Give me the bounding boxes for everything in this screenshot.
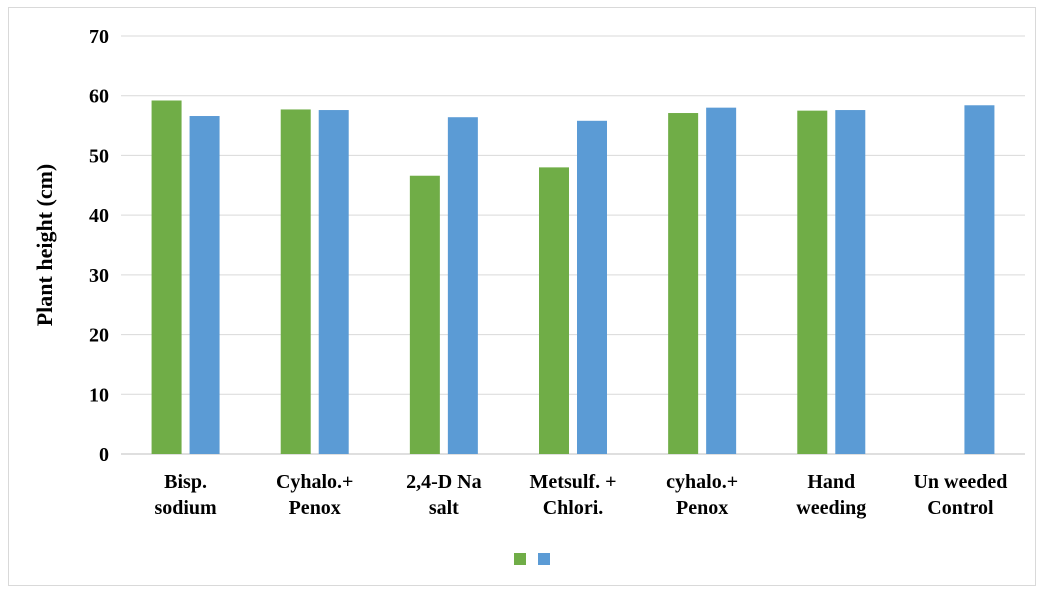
x-tick-label: Penox	[289, 497, 341, 519]
bar-series2-cat1	[189, 116, 220, 454]
x-tick-label: 2,4-D Na	[406, 471, 482, 493]
x-tick-label: Un weeded	[913, 471, 1007, 493]
bar-series1-cat3	[409, 175, 440, 454]
y-tick-label: 50	[89, 145, 109, 167]
y-axis-title: Plant height (cm)	[32, 164, 57, 327]
legend-key-series1	[514, 553, 526, 565]
x-tick-label: salt	[429, 497, 459, 519]
bar-series2-cat5	[706, 107, 737, 455]
bar-series1-cat1	[151, 100, 182, 455]
x-tick-label: weeding	[796, 497, 866, 519]
x-tick-label: Cyhalo.+	[276, 471, 354, 493]
bar-series1-cat4	[539, 167, 569, 454]
y-tick-label: 0	[99, 444, 109, 466]
x-tick-label: Bisp.	[164, 471, 207, 493]
y-tick-label: 30	[89, 265, 109, 287]
x-tick-label: Hand	[807, 471, 855, 493]
y-tick-label: 70	[89, 26, 109, 48]
bar-chart: 0 10 20 30 40 50 60 70 Plant height (cm) Bisp. sod…	[32, 26, 1025, 565]
bar-series2-cat2	[318, 110, 349, 454]
y-tick-label: 60	[89, 86, 109, 108]
y-tick-label: 10	[89, 384, 109, 406]
bar-series1-cat2	[280, 109, 311, 454]
x-tick-label: cyhalo.+	[666, 471, 738, 493]
bar-series1-cat5	[668, 113, 699, 454]
bar-series2-cat4	[577, 120, 607, 455]
chart-area: 0 10 20 30 40 50 60 70 Plant height (cm) Bisp. sod…	[8, 7, 1036, 586]
x-tick-label: sodium	[154, 497, 217, 519]
x-tick-label: Penox	[676, 497, 728, 519]
x-tick-label: Chlori.	[543, 497, 604, 519]
x-tick-label: Metsulf. +	[530, 471, 617, 493]
legend-key-series2	[538, 553, 550, 565]
x-tick-label: Control	[927, 497, 994, 519]
y-tick-label: 20	[89, 325, 109, 347]
bar-series1-cat6	[797, 110, 828, 455]
y-tick-label: 40	[89, 205, 109, 227]
bar-series2-cat6	[835, 110, 866, 454]
bar-series2-cat7	[964, 105, 995, 455]
bar-series2-cat3	[447, 117, 478, 454]
